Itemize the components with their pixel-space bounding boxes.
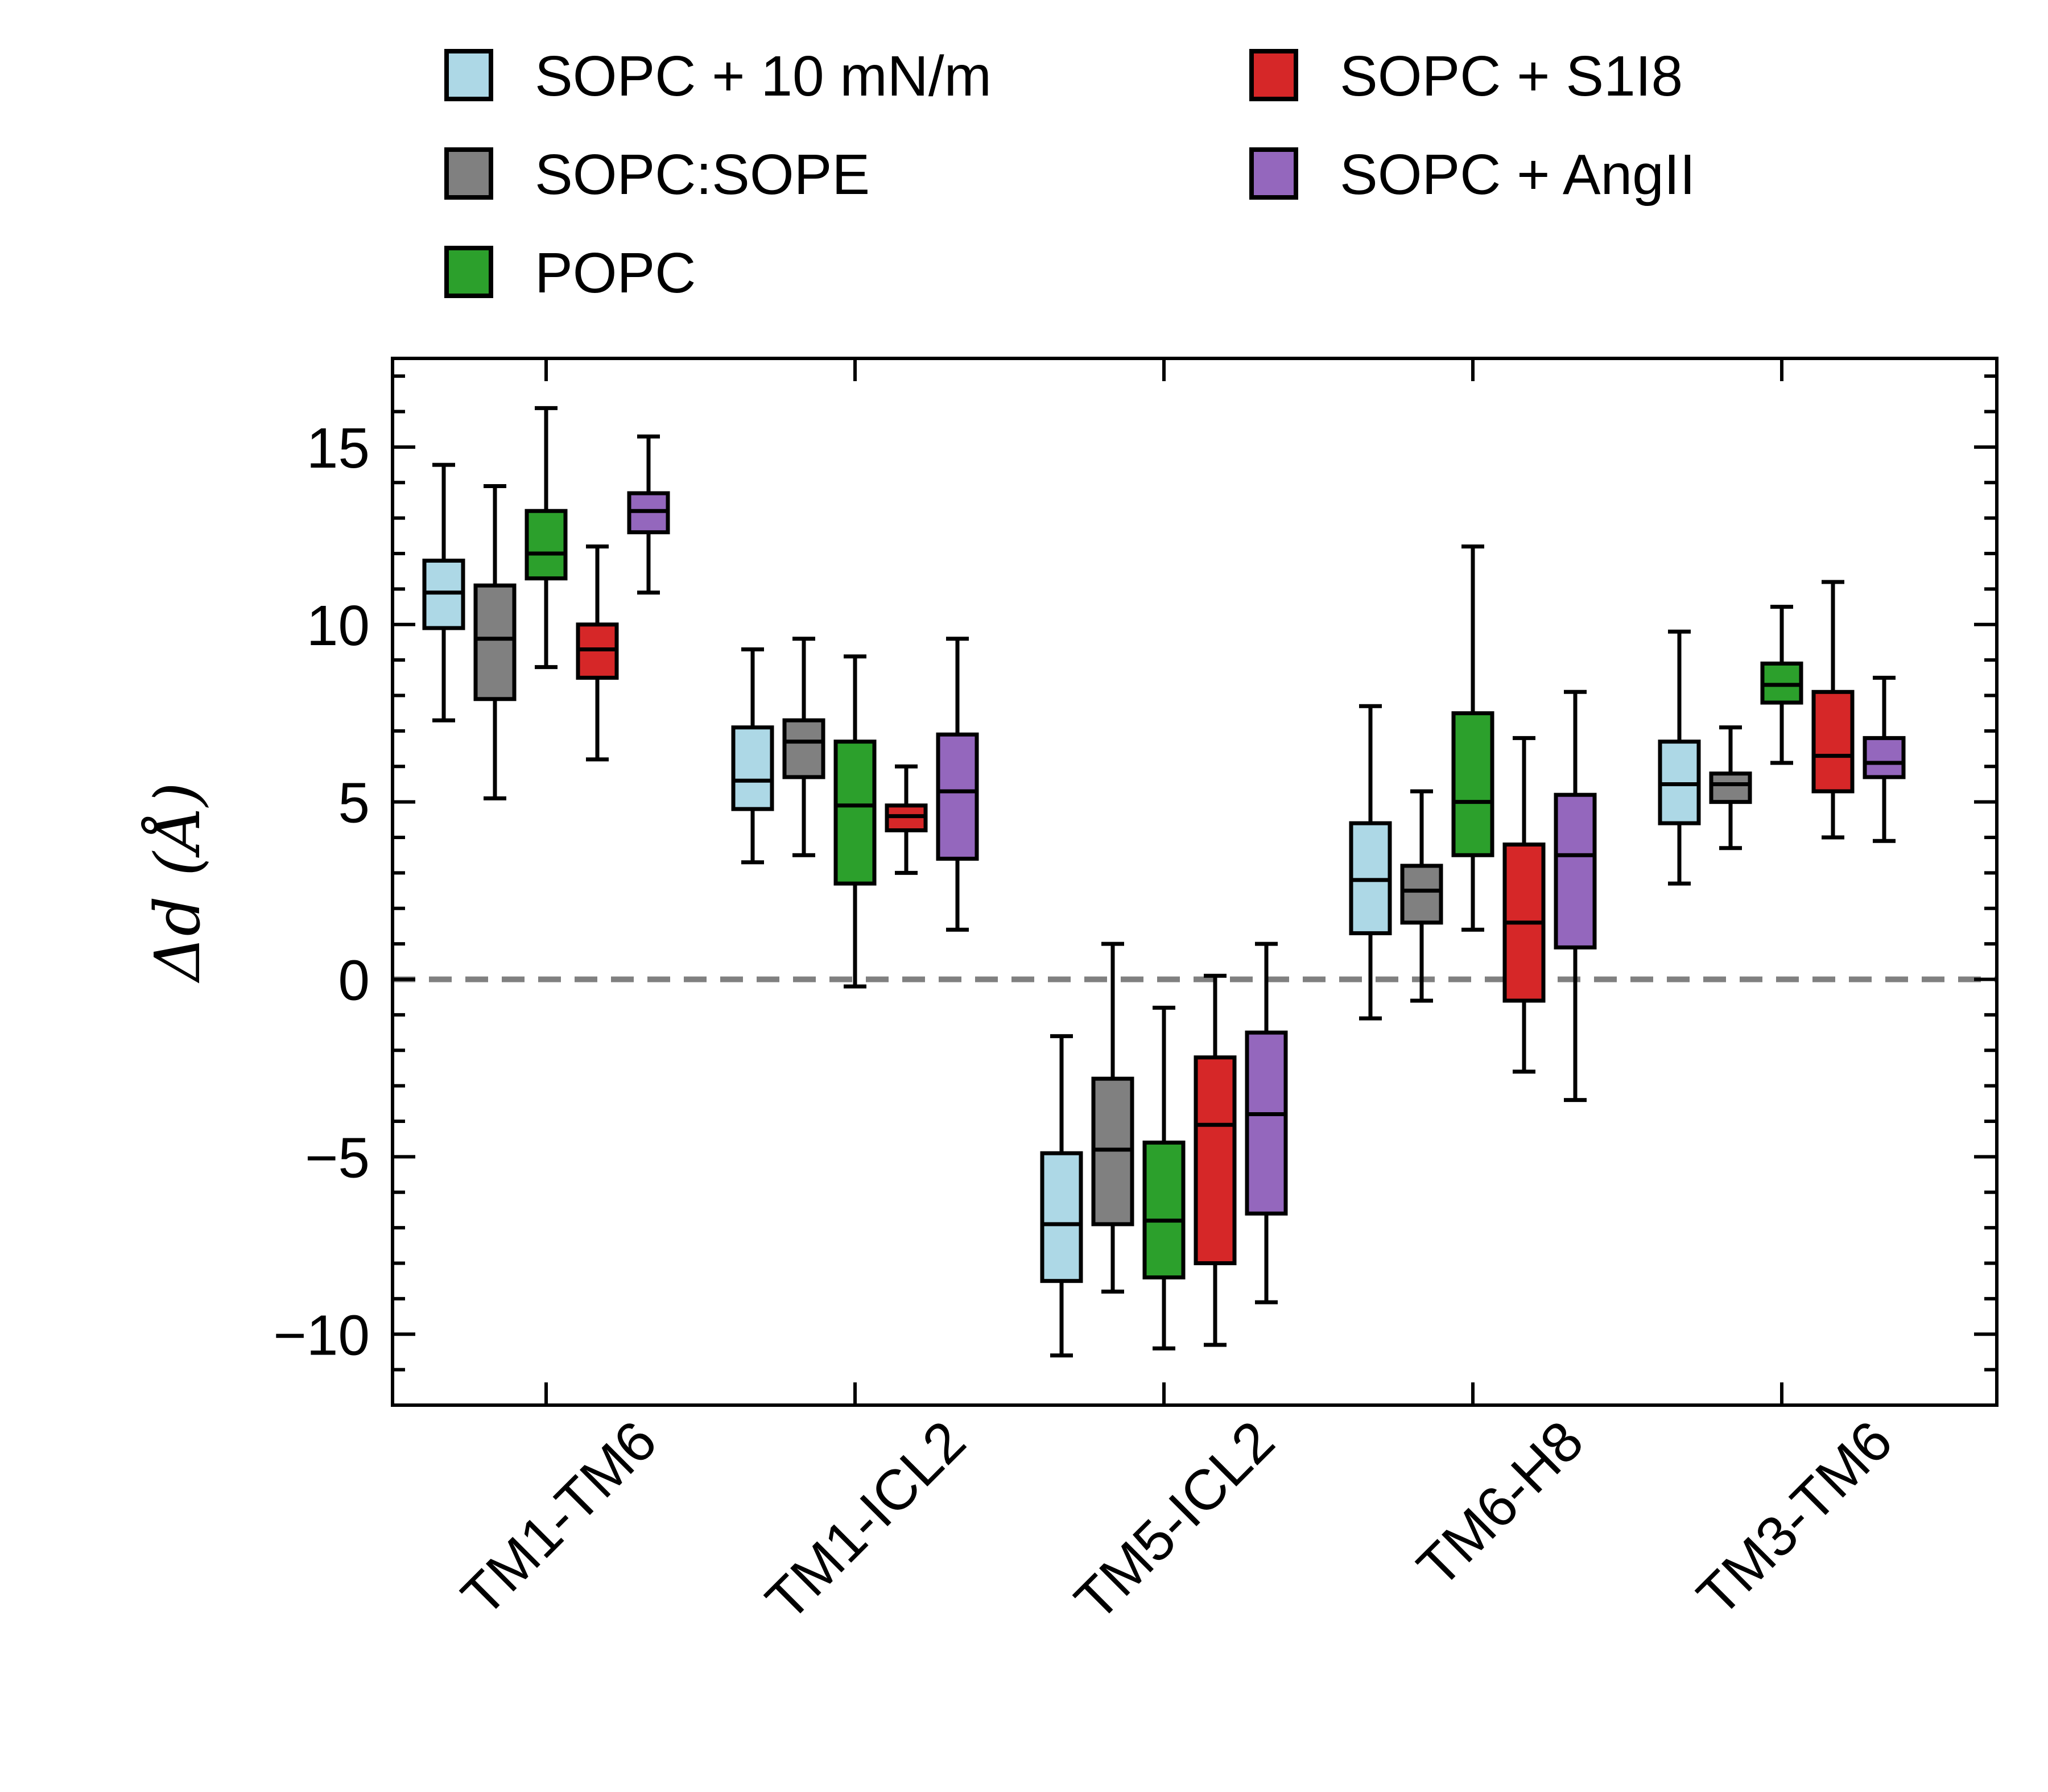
category-label-tm6-h8: TM6-H8 — [1405, 1409, 1596, 1599]
legend-item: SOPC + AngII — [1249, 143, 1695, 207]
series-sopc-sope — [473, 484, 1752, 1294]
box-tm6-h8 — [1451, 544, 1494, 932]
box-tm1-tm6 — [576, 544, 619, 762]
legend: SOPC + 10 mN/m SOPC:SOPE POPC SOPC + S1I8 SO… — [444, 44, 1695, 305]
box-iqr — [833, 740, 877, 886]
legend-label: POPC — [535, 241, 696, 305]
series-sopc-angii — [627, 434, 1906, 1304]
box-iqr — [1040, 1151, 1083, 1283]
box-tm3-tm6 — [1811, 580, 1855, 840]
category-label-tm3-tm6: TM3-TM6 — [1685, 1409, 1905, 1628]
category-label-tm1-icl2: TM1-ICL2 — [754, 1409, 978, 1633]
box-tm5-icl2 — [1194, 973, 1237, 1347]
series-sopc-10-mn-m — [422, 463, 1701, 1358]
legend-swatch — [444, 147, 493, 200]
box-iqr — [1709, 771, 1752, 804]
box-tm1-icl2 — [731, 647, 774, 865]
box-series-group — [422, 406, 1906, 1358]
box-tm6-h8 — [1502, 736, 1546, 1074]
box-iqr — [1451, 711, 1494, 857]
y-tick-label: −10 — [273, 1303, 370, 1367]
box-tm5-icl2 — [1040, 1034, 1083, 1358]
box-iqr — [473, 583, 517, 701]
series-sopc-s1i8 — [576, 544, 1855, 1347]
legend-item: SOPC + S1I8 — [1249, 44, 1683, 108]
box-tm5-icl2 — [1091, 942, 1134, 1294]
legend-swatch — [1249, 49, 1298, 101]
box-tm3-tm6 — [1709, 725, 1752, 850]
legend-swatch — [444, 246, 493, 298]
box-iqr — [1142, 1140, 1186, 1279]
legend-swatch — [444, 49, 493, 101]
box-tm3-tm6 — [1658, 629, 1701, 886]
series-popc — [525, 406, 1803, 1351]
box-tm1-icl2 — [833, 654, 877, 989]
legend-label: SOPC:SOPE — [535, 143, 870, 207]
box-tm5-icl2 — [1142, 1005, 1186, 1351]
legend-item: SOPC:SOPE — [444, 143, 870, 207]
box-iqr — [731, 725, 774, 811]
legend-swatch — [1249, 147, 1298, 200]
box-tm6-h8 — [1400, 789, 1443, 1003]
box-iqr — [1863, 736, 1906, 779]
y-tick-label: 10 — [307, 594, 370, 658]
y-axis-label: Δd (Å) — [141, 782, 214, 984]
y-tick-label: 5 — [338, 771, 370, 835]
box-iqr — [1194, 1055, 1237, 1266]
box-tm6-h8 — [1349, 704, 1392, 1021]
y-axis: −10 −5 0 5 10 15 — [273, 374, 1997, 1372]
box-iqr — [1811, 689, 1855, 794]
box-tm1-tm6 — [473, 484, 517, 800]
box-tm3-tm6 — [1760, 605, 1803, 765]
category-label-tm5-icl2: TM5-ICL2 — [1063, 1409, 1287, 1633]
box-tm1-tm6 — [627, 434, 670, 595]
y-tick-label: −5 — [305, 1126, 370, 1190]
box-tm5-icl2 — [1245, 942, 1288, 1304]
box-tm1-icl2 — [936, 637, 979, 932]
category-label-tm1-tm6: TM1-TM6 — [449, 1409, 669, 1628]
box-tm1-tm6 — [422, 463, 465, 722]
box-tm3-tm6 — [1863, 675, 1906, 843]
legend-item: SOPC + 10 mN/m — [444, 44, 992, 108]
box-iqr — [936, 732, 979, 861]
box-tm1-tm6 — [525, 406, 568, 670]
legend-label: SOPC + S1I8 — [1340, 44, 1683, 108]
y-tick-label: 15 — [307, 416, 370, 480]
box-iqr — [1245, 1030, 1288, 1216]
legend-item: POPC — [444, 241, 696, 305]
legend-label: SOPC + 10 mN/m — [535, 44, 992, 108]
box-tm6-h8 — [1554, 689, 1597, 1103]
box-tm1-icl2 — [885, 764, 928, 875]
box-tm1-icl2 — [782, 637, 825, 857]
box-iqr — [782, 718, 825, 779]
y-tick-label: 0 — [338, 949, 370, 1013]
legend-label: SOPC + AngII — [1340, 143, 1695, 207]
box-iqr — [525, 509, 568, 581]
box-iqr — [1554, 792, 1597, 949]
plot-area: −10 −5 0 5 10 15 TM1-TM6 TM1-ICL2 TM5-ICL2 TM6-H… — [273, 357, 1999, 1633]
box-iqr — [1400, 864, 1443, 925]
plot-frame — [391, 357, 1999, 1407]
x-axis: TM1-TM6 TM1-ICL2 TM5-ICL2 TM6-H8 TM3-TM6 — [449, 358, 1905, 1633]
